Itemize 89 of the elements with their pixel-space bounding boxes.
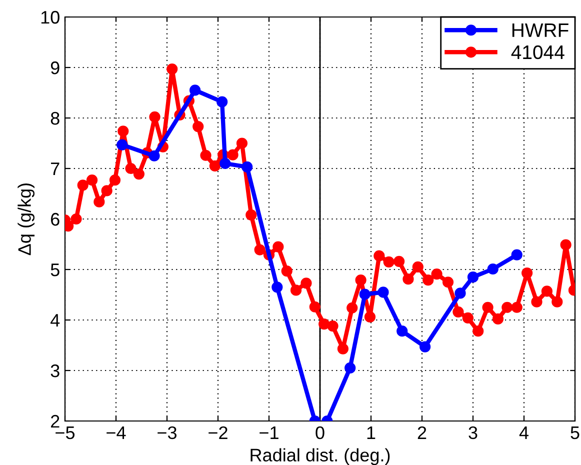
y-tick-label: 7 <box>51 162 60 176</box>
x-tick-label: −2 <box>208 426 228 439</box>
point <box>272 241 284 252</box>
point <box>552 296 563 308</box>
point <box>422 274 434 286</box>
point <box>70 213 82 225</box>
y-tick-label: 10 <box>41 10 60 24</box>
point <box>452 306 464 318</box>
point <box>86 174 98 186</box>
point <box>337 343 349 354</box>
x-tick-label: −4 <box>106 426 126 439</box>
point <box>290 284 302 296</box>
x-tick-label: 0 <box>316 426 324 440</box>
point <box>149 111 160 123</box>
point <box>374 250 385 262</box>
x-tick-label: 1 <box>367 426 376 439</box>
point <box>402 274 414 285</box>
y-tick-label: 9 <box>50 61 60 74</box>
point <box>125 162 136 174</box>
point <box>482 302 494 313</box>
point <box>560 239 572 250</box>
point <box>200 150 212 161</box>
point <box>487 263 498 275</box>
y-axis-title: Δq (g/kg) <box>18 183 34 256</box>
point <box>101 185 112 196</box>
point <box>77 180 88 191</box>
point <box>511 249 522 260</box>
point <box>393 256 405 267</box>
x-tick-label: 5 <box>570 426 580 440</box>
point <box>492 313 504 325</box>
point <box>531 296 542 308</box>
y-tick-label: 8 <box>50 112 60 125</box>
point <box>254 244 266 256</box>
point <box>431 268 442 280</box>
point <box>412 261 424 273</box>
y-tick-label: 3 <box>50 364 60 378</box>
y-tick-label: 6 <box>51 212 60 226</box>
point <box>454 288 466 299</box>
point <box>116 139 128 150</box>
point <box>246 209 257 221</box>
point <box>216 96 228 108</box>
point <box>511 302 522 313</box>
legend-label: HWRF <box>512 24 568 37</box>
x-tick-label: 4 <box>519 426 528 439</box>
x-tick-label: −3 <box>158 426 176 440</box>
point <box>327 320 338 332</box>
point <box>396 326 408 337</box>
point <box>359 288 370 300</box>
x-axis-title: Radial dist. (deg.) <box>250 448 390 465</box>
point <box>318 318 330 330</box>
point <box>420 341 431 352</box>
point <box>227 149 238 160</box>
y-tick-label: 4 <box>50 314 60 327</box>
point <box>148 150 160 162</box>
legend-label: 41044 <box>511 45 564 60</box>
point <box>355 274 366 286</box>
point <box>94 196 105 208</box>
x-tick-label: −5 <box>56 426 75 440</box>
point <box>272 282 283 293</box>
x-tick-label: −1 <box>260 426 278 439</box>
y-tick-label: 2 <box>51 414 60 428</box>
point <box>383 256 394 268</box>
x-tick-label: 3 <box>468 426 478 440</box>
point <box>300 278 312 289</box>
point <box>364 311 376 323</box>
point <box>344 362 356 374</box>
point <box>462 312 474 324</box>
point <box>189 84 201 96</box>
point <box>378 286 389 298</box>
point <box>220 158 231 170</box>
point <box>281 265 292 277</box>
point <box>502 302 513 313</box>
point <box>236 138 248 149</box>
point <box>109 174 121 186</box>
x-tick-label: 2 <box>418 426 426 439</box>
point <box>166 63 178 75</box>
point <box>209 160 220 172</box>
point <box>133 168 145 180</box>
point <box>346 302 358 314</box>
point <box>242 161 253 173</box>
point <box>467 272 479 283</box>
point <box>541 286 553 297</box>
point <box>522 267 533 279</box>
y-tick-label: 5 <box>50 264 60 276</box>
point <box>118 126 129 137</box>
point <box>442 276 454 288</box>
point <box>472 326 484 337</box>
point <box>192 121 204 132</box>
point <box>309 301 320 312</box>
